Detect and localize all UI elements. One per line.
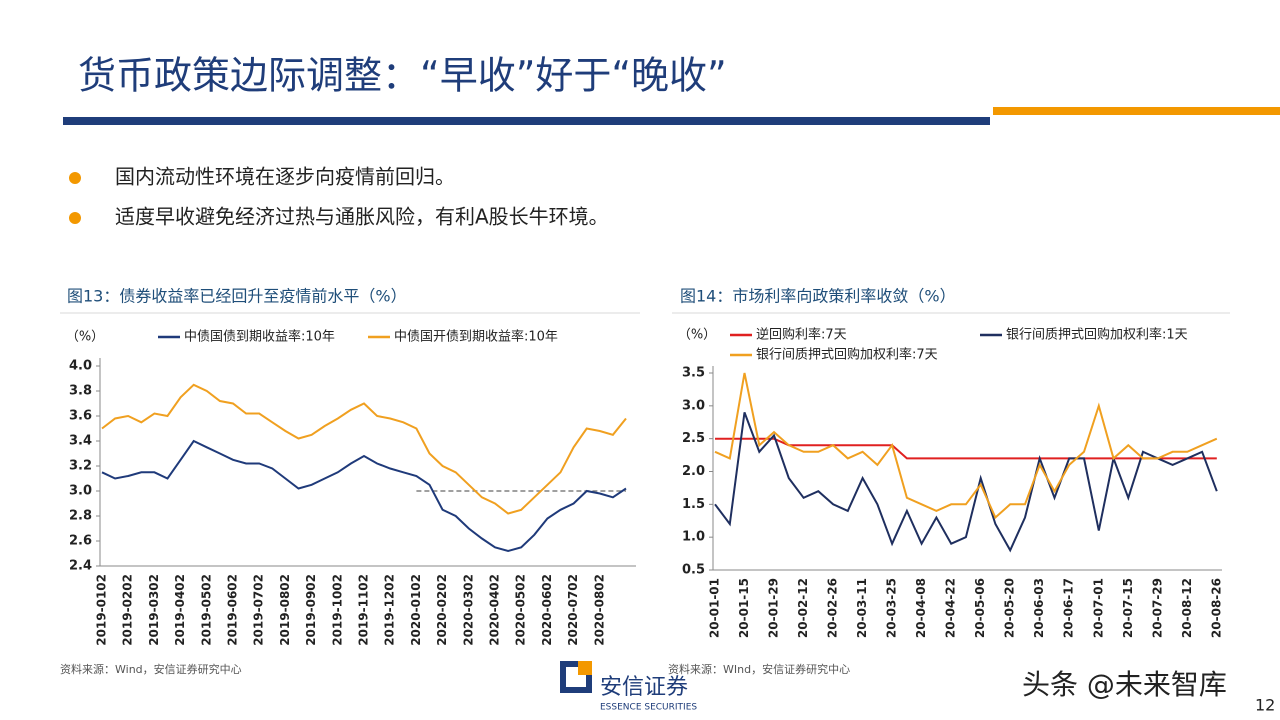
x-tick-label: 2020-0302 (461, 574, 475, 646)
chart-title: 图13：债券收益率已经回升至疫情前水平（%） (67, 287, 407, 306)
x-tick-label: 20-05-20 (1003, 578, 1017, 638)
x-tick-label: 2020-0102 (409, 574, 423, 646)
x-tick-label: 20-03-25 (885, 578, 899, 638)
y-tick-label: 3.0 (682, 398, 705, 413)
x-tick-label: 2020-0402 (488, 574, 502, 646)
bullet-dot (69, 212, 81, 224)
y-tick-label: 3.0 (69, 484, 92, 499)
y-tick-label: 1.0 (682, 530, 705, 545)
x-tick-label: 2020-0602 (540, 574, 554, 646)
slide-title: 货币政策边际调整：“早收”好于“晚收” (78, 54, 727, 98)
y-axis-label: （%） (678, 328, 716, 343)
x-tick-label: 2020-0502 (514, 574, 528, 646)
y-axis-label: （%） (66, 330, 104, 345)
x-tick-label: 2020-0802 (592, 574, 606, 646)
y-tick-label: 3.5 (682, 366, 705, 381)
x-tick-label: 2019-0602 (226, 574, 240, 646)
logo: 安信证券 ESSENCE SECURITIES (560, 661, 697, 713)
bullet-text: 国内流动性环境在逐步向疫情前回归。 (115, 165, 455, 189)
y-tick-label: 2.0 (682, 464, 705, 479)
x-tick-label: 20-06-03 (1032, 578, 1046, 638)
logo-mark (560, 661, 592, 693)
source: 资料来源：Wind，安信证券研究中心 (60, 662, 242, 676)
x-tick-label: 2019-0702 (252, 574, 266, 646)
bullet-text: 适度早收避免经济过热与通胀风险，有利A股长牛环境。 (115, 205, 609, 229)
legend-label: 银行间质押式回购加权利率:1天 (1006, 327, 1188, 343)
x-tick-label: 2019-1202 (383, 574, 397, 646)
y-tick-label: 0.5 (682, 563, 705, 578)
y-tick-label: 3.6 (69, 409, 92, 424)
y-tick-label: 1.5 (682, 497, 705, 512)
x-tick-label: 2019-1002 (330, 574, 344, 646)
bullet-dot (69, 172, 81, 184)
y-tick-label: 2.5 (682, 431, 705, 446)
series-line (714, 372, 1218, 520)
x-tick-label: 20-02-12 (796, 578, 810, 638)
y-tick-label: 3.2 (69, 459, 92, 474)
series-line (101, 439, 627, 553)
title-bar (63, 117, 990, 125)
chart-title: 图14：市场利率向政策利率收敛（%） (680, 287, 956, 306)
logo-name: 安信证券 (600, 675, 688, 700)
x-tick-label: 2020-0702 (566, 574, 580, 646)
x-tick-label: 2019-0502 (199, 574, 213, 646)
x-tick-label: 20-02-26 (826, 578, 840, 638)
x-tick-label: 2019-0102 (95, 574, 109, 646)
x-tick-label: 20-04-08 (914, 578, 928, 638)
watermark: 头条 @未来智库 (1022, 668, 1227, 701)
y-tick-label: 2.6 (69, 534, 92, 549)
x-tick-label: 2019-0402 (173, 574, 187, 646)
x-tick-label: 20-04-22 (944, 578, 958, 638)
x-tick-label: 20-07-29 (1150, 578, 1164, 638)
y-tick-label: 3.4 (69, 434, 92, 449)
x-tick-label: 20-07-01 (1091, 578, 1105, 638)
y-tick-label: 2.4 (69, 559, 92, 574)
x-tick-label: 2020-0202 (435, 574, 449, 646)
y-tick-label: 4.0 (69, 359, 92, 374)
x-tick-label: 20-01-29 (767, 578, 781, 638)
legend-label: 中债国开债到期收益率:10年 (394, 329, 558, 345)
x-tick-label: 2019-0302 (147, 574, 161, 646)
x-tick-label: 20-07-15 (1121, 578, 1135, 638)
series-line (714, 412, 1218, 553)
page-number: 12 (1255, 696, 1275, 715)
y-tick-label: 3.8 (69, 384, 92, 399)
x-tick-label: 2019-1102 (357, 574, 371, 646)
x-tick-label: 20-05-06 (973, 578, 987, 638)
x-tick-label: 2019-0902 (304, 574, 318, 646)
x-tick-label: 20-08-26 (1209, 578, 1223, 638)
legend-label: 银行间质押式回购加权利率:7天 (756, 347, 938, 363)
x-tick-label: 2019-0802 (278, 574, 292, 646)
accent-bar (993, 107, 1280, 115)
legend-label: 中债国债到期收益率:10年 (184, 329, 335, 345)
logo-subtitle: ESSENCE SECURITIES (600, 703, 697, 713)
source: 资料来源：WInd，安信证券研究中心 (668, 662, 850, 676)
x-tick-label: 20-03-11 (855, 578, 869, 638)
series-line (101, 383, 627, 515)
logo-mark (578, 661, 592, 675)
series-line (715, 437, 1217, 460)
x-tick-label: 20-08-12 (1180, 578, 1194, 638)
legend-label: 逆回购利率:7天 (756, 327, 847, 343)
x-tick-label: 2019-0202 (121, 574, 135, 646)
x-tick-label: 20-01-01 (708, 578, 722, 638)
x-tick-label: 20-01-15 (737, 578, 751, 638)
y-tick-label: 2.8 (69, 509, 92, 524)
x-tick-label: 20-06-17 (1062, 578, 1076, 638)
